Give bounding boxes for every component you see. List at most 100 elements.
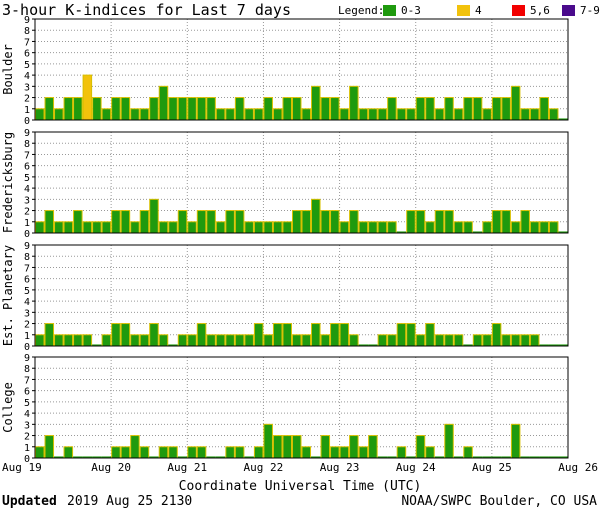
bar <box>548 221 559 234</box>
y-tick-label: 4 <box>24 409 30 420</box>
bar <box>120 210 131 234</box>
y-tick-label: 2 <box>24 320 30 331</box>
bar <box>339 108 350 121</box>
bar <box>225 334 235 347</box>
bar <box>111 323 121 347</box>
y-tick-label: 4 <box>24 71 30 82</box>
bar <box>111 446 121 459</box>
bar <box>301 446 312 459</box>
bar <box>510 85 521 121</box>
bar <box>444 334 454 347</box>
y-tick-label: 6 <box>24 387 30 398</box>
bar <box>434 210 445 234</box>
bar <box>272 435 283 459</box>
bar <box>158 334 169 347</box>
bar <box>406 108 416 121</box>
bar <box>349 435 359 459</box>
bar <box>82 334 93 347</box>
y-tick-label: 5 <box>24 398 30 409</box>
panel-border <box>34 356 569 459</box>
bar <box>529 334 540 347</box>
bar <box>396 323 407 347</box>
bar <box>187 446 197 459</box>
bar <box>330 210 340 234</box>
bar <box>311 198 321 234</box>
bar <box>415 97 426 121</box>
bar <box>501 210 511 234</box>
bar <box>282 221 292 234</box>
panels: 0123456789Boulder0123456789Fredericksbur… <box>1 15 569 465</box>
bar <box>291 210 302 234</box>
bar <box>358 221 369 234</box>
bar <box>491 210 502 234</box>
x-axis-label: Coordinate Universal Time (UTC) <box>179 479 422 494</box>
bar <box>73 334 83 347</box>
bar <box>244 221 254 234</box>
bar <box>82 74 93 121</box>
y-tick-label: 1 <box>24 331 30 342</box>
bar <box>244 334 254 347</box>
bar <box>434 108 445 121</box>
x-tick-label: Aug 19 <box>2 461 42 474</box>
bar <box>225 446 235 459</box>
legend-text-5-6: 5,6 <box>530 4 550 17</box>
bar <box>120 446 131 459</box>
bar <box>330 446 340 459</box>
bar <box>196 323 207 347</box>
bar <box>149 323 159 347</box>
bar <box>196 446 207 459</box>
bar <box>330 97 340 121</box>
bar <box>320 334 331 347</box>
bar <box>177 334 188 347</box>
bar <box>368 435 378 459</box>
bar <box>253 221 264 234</box>
bar <box>520 210 530 234</box>
y-tick-label: 8 <box>24 26 30 37</box>
bar <box>35 446 45 459</box>
y-tick-label: 2 <box>24 432 30 443</box>
bar <box>320 435 331 459</box>
bar <box>92 97 102 121</box>
bar <box>101 108 112 121</box>
y-tick-label: 1 <box>24 443 30 454</box>
bar <box>73 210 83 234</box>
bar <box>206 97 216 121</box>
bar <box>263 221 273 234</box>
bar <box>253 446 264 459</box>
bar <box>491 323 502 347</box>
bar <box>539 221 549 234</box>
bar <box>130 221 140 234</box>
y-tick-label: 5 <box>24 173 30 184</box>
bar <box>396 446 407 459</box>
x-tick-label: Aug 22 <box>244 461 284 474</box>
bar <box>130 334 140 347</box>
bar <box>263 97 273 121</box>
bar <box>301 108 312 121</box>
y-tick-label: 0 <box>24 116 30 127</box>
legend-swatch-0-3 <box>383 5 396 16</box>
bar <box>44 97 55 121</box>
source-text: NOAA/SWPC Boulder, CO USA <box>401 494 597 509</box>
y-tick-label: 3 <box>24 308 30 319</box>
panel-label: Boulder <box>1 44 15 95</box>
bar <box>358 446 369 459</box>
bar <box>44 323 55 347</box>
legend-text-0-3: 0-3 <box>401 4 421 17</box>
updated-value: 2019 Aug 25 2130 <box>67 494 192 509</box>
bar <box>111 210 121 234</box>
bar <box>282 435 292 459</box>
bar <box>377 334 388 347</box>
y-tick-label: 5 <box>24 286 30 297</box>
y-tick-label: 9 <box>24 15 30 26</box>
y-tick-label: 3 <box>24 195 30 206</box>
bar <box>215 221 226 234</box>
bar <box>234 334 245 347</box>
bar <box>406 323 416 347</box>
y-tick-label: 8 <box>24 364 30 375</box>
bar <box>177 97 188 121</box>
bar <box>234 446 245 459</box>
bar <box>453 334 464 347</box>
bar <box>206 210 216 234</box>
bar <box>425 97 435 121</box>
y-tick-label: 7 <box>24 375 30 386</box>
